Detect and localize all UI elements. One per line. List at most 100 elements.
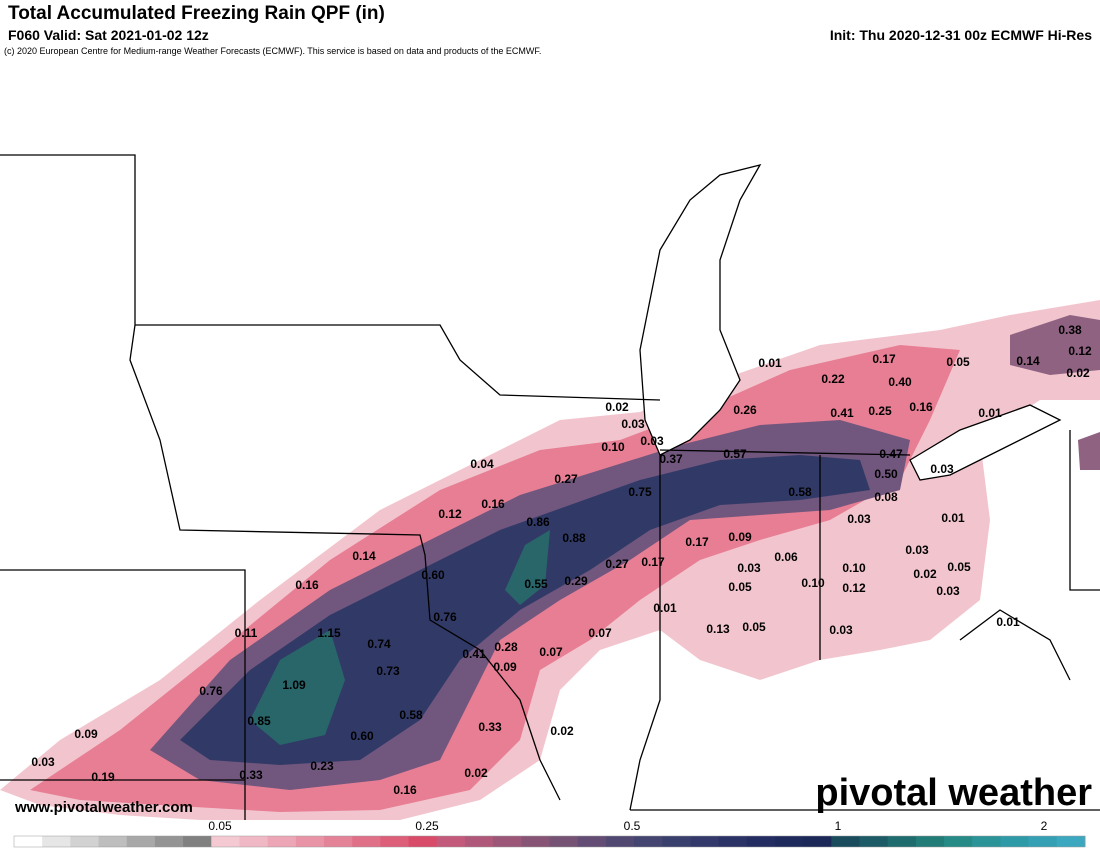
value-label: 0.11: [235, 626, 258, 640]
value-label: 0.16: [909, 400, 933, 414]
boundaries: [0, 154, 1100, 820]
colorbar-swatch: [324, 836, 353, 847]
copyright: (c) 2020 European Centre for Medium-rang…: [4, 46, 542, 56]
value-label: 0.58: [788, 485, 812, 499]
colorbar-swatch: [267, 836, 297, 847]
value-label: 0.09: [74, 727, 98, 741]
precip-navy: [180, 455, 870, 765]
colorbar-swatch: [831, 836, 861, 847]
value-label: 0.41: [462, 647, 486, 661]
colorbar-swatch: [408, 836, 438, 847]
value-label: 1.15: [317, 626, 341, 640]
colorbar-swatch: [718, 836, 748, 847]
colorbar-swatch: [380, 836, 410, 847]
value-label: 0.88: [562, 531, 586, 545]
value-label: 0.55: [524, 577, 548, 591]
value-label: 0.04: [470, 457, 494, 471]
value-label: 0.03: [737, 561, 761, 575]
colorbar: 0.05 0.25 0.5 1 2: [13, 819, 1086, 848]
value-label: 1.09: [282, 678, 306, 692]
colorbar-swatch: [634, 836, 663, 847]
value-label: 0.17: [641, 555, 665, 569]
precip-field: [0, 300, 1100, 820]
colorbar-swatch: [1000, 836, 1030, 847]
colorbar-swatch: [746, 836, 776, 847]
value-label: 0.09: [493, 660, 517, 674]
value-label: 0.02: [550, 724, 574, 738]
value-label: 0.10: [801, 576, 825, 590]
colorbar-swatch: [605, 836, 635, 847]
init-time: Init: Thu 2020-12-31 00z ECMWF Hi-Res: [829, 27, 1092, 43]
colorbar-swatch: [887, 836, 917, 847]
state-lines: [0, 154, 1100, 820]
value-label: 0.57: [723, 447, 747, 461]
value-label: 0.05: [946, 355, 970, 369]
value-label: 0.23: [310, 759, 334, 773]
colorbar-tick-label: 2: [1041, 819, 1048, 833]
colorbar-swatch: [549, 836, 579, 847]
value-label: 0.03: [936, 584, 960, 598]
value-label: 0.08: [874, 490, 898, 504]
value-label: 0.02: [464, 766, 488, 780]
value-label: 0.07: [539, 645, 563, 659]
value-label: 0.12: [438, 507, 462, 521]
value-label: 0.86: [526, 515, 550, 529]
colorbar-swatch: [295, 836, 325, 847]
value-label: 0.29: [564, 574, 588, 588]
value-label: 0.40: [888, 375, 912, 389]
colorbar-swatch: [493, 836, 522, 847]
value-label: 0.50: [874, 467, 898, 481]
value-label: 0.10: [842, 561, 866, 575]
colorbar-swatch: [211, 836, 240, 847]
logo: pivotal weather: [815, 772, 1092, 814]
colorbar-swatch: [803, 836, 832, 847]
value-label: 0.03: [847, 512, 871, 526]
value-label: 0.12: [1068, 344, 1092, 358]
value-label: 0.58: [399, 708, 423, 722]
precip-teal: [250, 530, 550, 745]
value-label: 0.33: [478, 720, 502, 734]
value-label: 0.01: [653, 601, 677, 615]
colorbar-swatch: [126, 836, 156, 847]
colorbar-tick-label: 0.5: [624, 819, 641, 833]
colorbar-swatch: [972, 836, 1001, 847]
colorbar-swatch: [70, 836, 100, 847]
value-label: 0.38: [1058, 323, 1082, 337]
colorbar-tick-label: 0.05: [208, 819, 232, 833]
value-label: 0.14: [1016, 354, 1040, 368]
value-label: 0.17: [685, 535, 709, 549]
value-label: 0.28: [494, 640, 518, 654]
colorbar-swatch: [915, 836, 945, 847]
value-label: 0.03: [31, 755, 55, 769]
value-label: 0.01: [996, 615, 1020, 629]
value-label: 0.41: [830, 406, 854, 420]
colorbar-swatch: [464, 836, 494, 847]
value-label: 0.76: [199, 684, 223, 698]
value-label: 0.75: [628, 485, 652, 499]
colorbar-swatch: [1056, 836, 1086, 847]
lake-erie: [909, 404, 1062, 481]
value-label: 0.02: [913, 567, 937, 581]
colorbar-swatch: [577, 836, 607, 847]
colorbar-swatch: [774, 836, 804, 847]
colorbar-swatch: [14, 836, 43, 847]
value-label: 0.16: [295, 578, 319, 592]
value-label: 0.03: [905, 543, 929, 557]
value-label: 0.47: [879, 447, 903, 461]
value-label: 0.19: [91, 770, 115, 784]
colorbar-swatch: [521, 836, 550, 847]
value-label: 0.85: [247, 714, 271, 728]
colorbar-swatch: [42, 836, 71, 847]
value-label: 0.10: [601, 440, 625, 454]
colorbar-swatch: [183, 836, 212, 847]
value-labels: 0.01 0.17 0.05 0.14 0.38 0.12 0.02 0.22 0.40 0.26…: [31, 323, 1092, 797]
colorbar-swatch: [239, 836, 269, 847]
value-label: 0.05: [947, 560, 971, 574]
site-url: www.pivotalweather.com: [14, 799, 193, 816]
colorbar-tick-label: 1: [835, 819, 842, 833]
value-label: 0.13: [706, 622, 730, 636]
value-label: 0.03: [930, 462, 954, 476]
value-label: 0.74: [367, 637, 391, 651]
value-label: 0.01: [758, 356, 782, 370]
